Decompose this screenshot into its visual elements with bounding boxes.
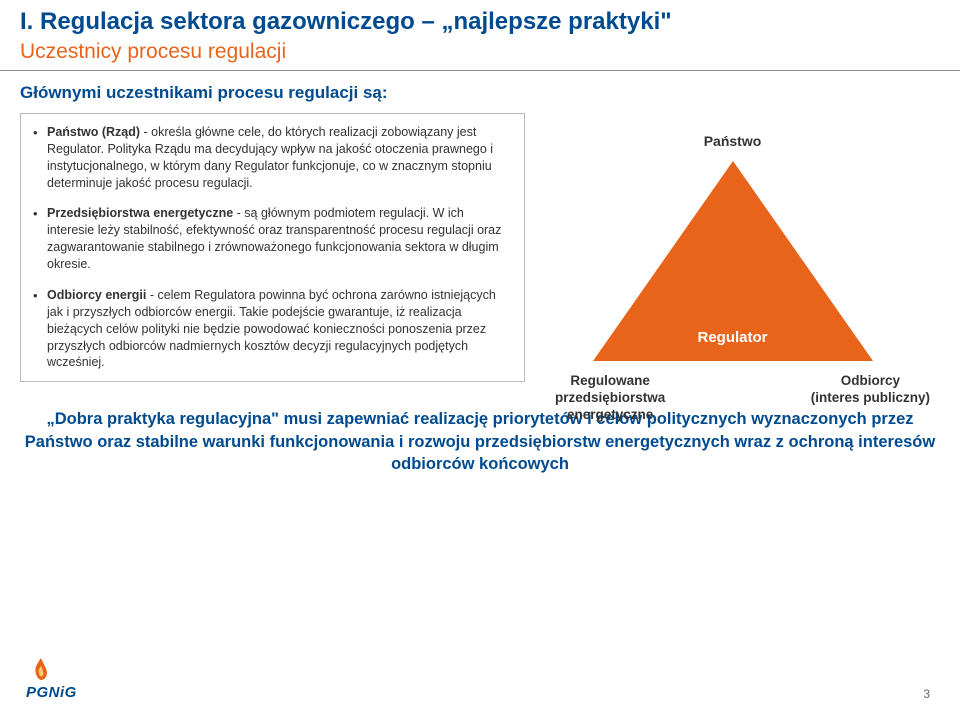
diagram-center-label: Regulator [697,329,767,346]
diagram-left-label-l2: przedsiębiorstwa [555,390,665,405]
bullet-lead: Państwo (Rząd) [47,125,140,139]
diagram-right-label: Odbiorcy (interes publiczny) [811,373,930,424]
bullet-lead: Odbiorcy energii [47,288,146,302]
diagram-area: Państwo Regulator Regulowane przedsiębio… [525,113,940,382]
diagram-right-label-l1: Odbiorcy [841,373,900,388]
section-subtitle: Głównymi uczestnikami procesu regulacji … [0,71,960,113]
logo-text: PGNiG [26,684,77,701]
bullet-box: Państwo (Rząd) - określa główne cele, do… [20,113,525,382]
slide-header: I. Regulacja sektora gazowniczego – „naj… [0,0,960,71]
diagram-left-label-l3: energetyczne [567,407,653,422]
list-item: Przedsiębiorstwa energetyczne - są główn… [33,205,512,273]
title-sub: Uczestnicy procesu regulacji [20,39,940,64]
diagram-top-label: Państwo [704,133,762,149]
diagram-left-label-l1: Regulowane [570,373,650,388]
triangle-wrap: Regulator [593,161,873,361]
list-item: Państwo (Rząd) - określa główne cele, do… [33,124,512,192]
content-row: Państwo (Rząd) - określa główne cele, do… [0,113,960,382]
bullet-lead: Przedsiębiorstwa energetyczne [47,206,233,220]
flame-icon [26,656,56,686]
diagram-bottom-labels: Regulowane przedsiębiorstwa energetyczne… [525,373,940,424]
logo: PGNiG [26,656,77,701]
list-item: Odbiorcy energii - celem Regulatora powi… [33,287,512,371]
diagram-left-label: Regulowane przedsiębiorstwa energetyczne [555,373,665,424]
page-number: 3 [923,687,930,701]
diagram-right-label-l2: (interes publiczny) [811,390,930,405]
title-main: I. Regulacja sektora gazowniczego – „naj… [20,8,940,37]
